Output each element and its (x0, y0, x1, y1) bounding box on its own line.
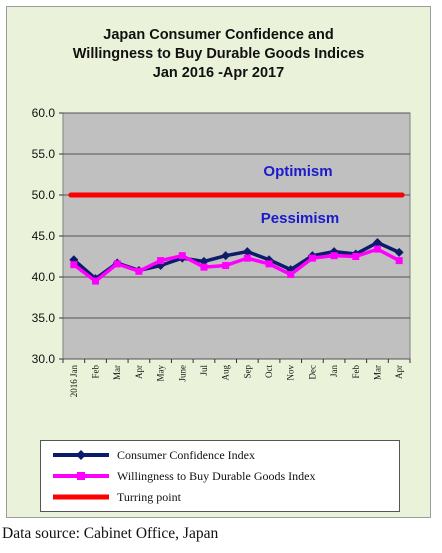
y-tick-label-5: 55.0 (32, 147, 56, 161)
x-tick-label-5: June (177, 365, 187, 382)
consumer-point-7 (221, 251, 231, 261)
x-tick-label-14: Mar (372, 365, 382, 380)
legend-label-consumer: Consumer Confidence Index (117, 447, 255, 462)
willingness-point-3 (135, 267, 143, 275)
legend-label-willingness: Willingness to Buy Durable Goods Index (117, 468, 316, 483)
consumer-point-8 (242, 247, 252, 257)
willingness-point-12 (330, 252, 338, 260)
willingness-point-6 (200, 263, 208, 271)
x-tick-label-2: Mar (112, 365, 122, 380)
x-tick-label-4: May (156, 365, 166, 382)
x-tick-label-3: Apr (134, 365, 144, 379)
y-tick-label-2: 40.0 (32, 270, 56, 284)
willingness-point-14 (373, 245, 381, 253)
x-tick-label-1: Feb (91, 365, 101, 379)
willingness-point-9 (265, 260, 273, 268)
willingness-point-11 (308, 254, 316, 262)
consumer-point-15 (394, 247, 404, 257)
y-tick-label-4: 50.0 (32, 188, 56, 202)
consumer-point-14 (372, 238, 382, 248)
x-tick-label-13: Feb (351, 365, 361, 379)
x-tick-label-8: Sep (242, 365, 252, 379)
title-line-3: Jan 2016 -Apr 2017 (152, 65, 285, 81)
chart-title: Japan Consumer Confidence and Willingnes… (6, 26, 431, 83)
legend-swatch-willingness (49, 468, 113, 484)
legend-label-turning: Turring point (117, 489, 181, 504)
willingness-point-15 (395, 257, 403, 265)
willingness-point-2 (113, 260, 121, 268)
y-tick-label-1: 35.0 (32, 311, 56, 325)
title-line-2: Willingness to Buy Durable Goods Indices (72, 46, 365, 62)
data-source-note: Data source: Cabinet Office, Japan (2, 525, 219, 542)
x-tick-label-10: Nov (286, 365, 296, 381)
y-tick-label-0: 30.0 (32, 352, 56, 366)
line-chart: 30.0 35.0 40.0 45.0 50.0 55.0 60.0 2016 Jan Feb M… (32, 106, 411, 398)
legend-swatch-consumer (49, 447, 113, 463)
legend: Consumer Confidence Index Willingness to… (40, 440, 400, 512)
title-line-1: Japan Consumer Confidence and (103, 27, 334, 43)
willingness-point-8 (243, 254, 251, 262)
legend-item-turning: Turring point (49, 489, 181, 505)
legend-swatch-turning (49, 489, 113, 505)
willingness-point-0 (70, 261, 78, 269)
willingness-line (72, 247, 400, 283)
legend-item-consumer: Consumer Confidence Index (49, 447, 255, 463)
annotation-pessimism: Pessimism (261, 210, 339, 227)
x-tick-label-12: Jan (329, 365, 339, 377)
annotation-optimism: Optimism (263, 163, 332, 180)
willingness-point-7 (222, 262, 230, 270)
x-tick-label-6: Jul (199, 365, 209, 376)
willingness-point-10 (287, 271, 295, 279)
willingness-point-13 (352, 253, 360, 260)
x-tick-label-11: Dec (307, 365, 317, 380)
willingness-point-4 (157, 257, 165, 265)
y-tick-label-6: 60.0 (32, 106, 56, 120)
x-tick-label-7: Aug (221, 365, 231, 381)
willingness-point-1 (92, 277, 100, 285)
x-tick-label-15: Apr (394, 365, 404, 379)
x-tick-label-9: Oct (264, 365, 274, 378)
x-tick-label-0: 2016 Jan (69, 365, 79, 398)
y-tick-label-3: 45.0 (32, 229, 56, 243)
legend-item-willingness: Willingness to Buy Durable Goods Index (49, 468, 316, 484)
willingness-point-5 (178, 252, 186, 260)
